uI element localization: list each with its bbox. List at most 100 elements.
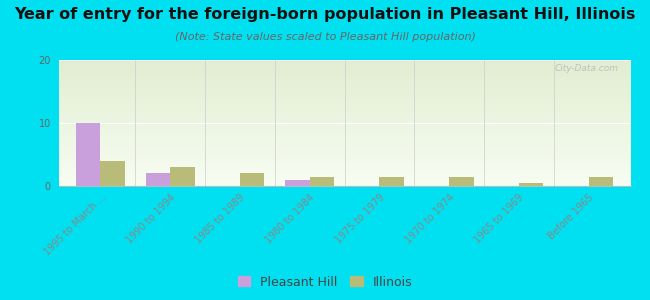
Bar xyxy=(58,168,630,169)
Bar xyxy=(58,60,630,61)
Text: Year of entry for the foreign-born population in Pleasant Hill, Illinois: Year of entry for the foreign-born popul… xyxy=(14,8,636,22)
Bar xyxy=(58,128,630,129)
Bar xyxy=(58,71,630,72)
Bar xyxy=(58,162,630,163)
Bar xyxy=(58,135,630,136)
Bar xyxy=(58,93,630,94)
Bar xyxy=(58,78,630,79)
Bar xyxy=(58,165,630,166)
Bar xyxy=(58,90,630,91)
Bar xyxy=(58,74,630,75)
Bar xyxy=(58,170,630,171)
Bar xyxy=(58,132,630,133)
Bar xyxy=(58,138,630,139)
Bar xyxy=(449,176,474,186)
Bar xyxy=(58,148,630,149)
Bar xyxy=(58,158,630,159)
Bar xyxy=(58,77,630,78)
Bar xyxy=(58,75,630,76)
Bar xyxy=(58,108,630,109)
Bar xyxy=(58,85,630,86)
Bar xyxy=(58,100,630,101)
Bar xyxy=(58,64,630,65)
Bar xyxy=(58,183,630,184)
Bar xyxy=(146,173,170,186)
Bar xyxy=(58,149,630,150)
Bar xyxy=(58,105,630,106)
Bar xyxy=(58,82,630,83)
Bar xyxy=(58,139,630,140)
Bar xyxy=(58,163,630,164)
Bar xyxy=(58,147,630,148)
Bar xyxy=(58,160,630,161)
Bar xyxy=(58,173,630,174)
Bar xyxy=(58,104,630,105)
Bar xyxy=(58,156,630,157)
Bar xyxy=(58,62,630,63)
Bar xyxy=(58,61,630,62)
Bar xyxy=(519,183,543,186)
Bar xyxy=(58,157,630,158)
Bar xyxy=(58,95,630,96)
Bar xyxy=(58,125,630,126)
Bar xyxy=(170,167,194,186)
Bar xyxy=(58,87,630,88)
Bar xyxy=(58,153,630,154)
Bar xyxy=(58,63,630,64)
Bar xyxy=(58,181,630,182)
Bar xyxy=(58,118,630,119)
Bar xyxy=(58,92,630,93)
Bar xyxy=(58,76,630,77)
Bar xyxy=(58,159,630,160)
Bar xyxy=(58,106,630,107)
Bar xyxy=(58,184,630,185)
Bar xyxy=(58,167,630,168)
Bar xyxy=(380,176,404,186)
Bar xyxy=(58,179,630,180)
Bar xyxy=(58,171,630,172)
Bar xyxy=(58,164,630,165)
Bar xyxy=(58,114,630,115)
Bar xyxy=(58,172,630,173)
Bar xyxy=(58,89,630,90)
Bar xyxy=(58,129,630,130)
Bar xyxy=(100,161,125,186)
Bar xyxy=(58,97,630,98)
Bar xyxy=(58,101,630,102)
Bar xyxy=(58,117,630,118)
Text: City-Data.com: City-Data.com xyxy=(555,64,619,73)
Bar xyxy=(58,112,630,113)
Bar xyxy=(58,145,630,146)
Bar xyxy=(58,113,630,114)
Text: (Note: State values scaled to Pleasant Hill population): (Note: State values scaled to Pleasant H… xyxy=(175,32,475,41)
Bar xyxy=(58,137,630,138)
Bar xyxy=(58,84,630,85)
Bar xyxy=(58,66,630,67)
Bar xyxy=(58,119,630,120)
Bar xyxy=(58,121,630,122)
Bar xyxy=(58,80,630,81)
Bar xyxy=(58,182,630,183)
Bar xyxy=(58,124,630,125)
Bar xyxy=(58,72,630,73)
Bar xyxy=(58,107,630,108)
Bar xyxy=(58,152,630,153)
Bar xyxy=(58,161,630,162)
Bar xyxy=(58,178,630,179)
Bar xyxy=(58,141,630,142)
Bar xyxy=(58,109,630,110)
Bar xyxy=(309,176,334,186)
Bar xyxy=(58,123,630,124)
Bar xyxy=(589,176,613,186)
Legend: Pleasant Hill, Illinois: Pleasant Hill, Illinois xyxy=(234,272,416,292)
Bar xyxy=(58,67,630,68)
Bar xyxy=(58,131,630,132)
Bar xyxy=(285,180,309,186)
Bar xyxy=(58,110,630,111)
Bar xyxy=(58,155,630,156)
Bar xyxy=(58,96,630,97)
Bar xyxy=(58,134,630,135)
Bar xyxy=(58,136,630,137)
Bar xyxy=(58,146,630,147)
Bar xyxy=(58,122,630,123)
